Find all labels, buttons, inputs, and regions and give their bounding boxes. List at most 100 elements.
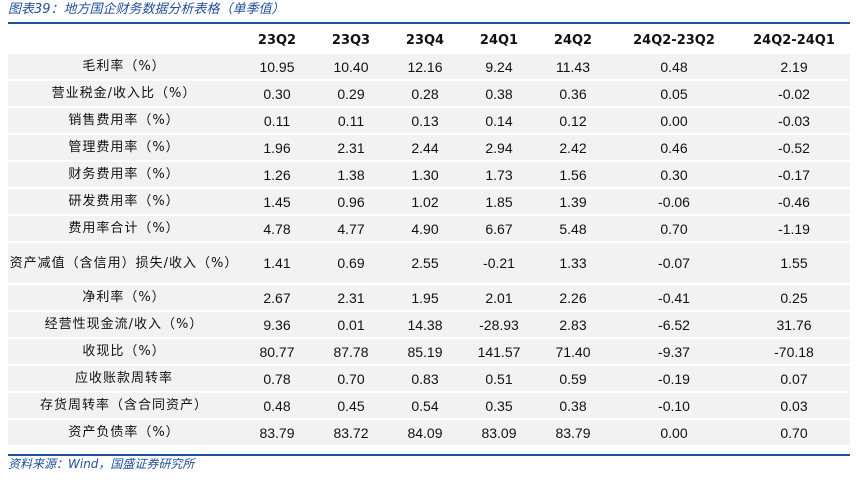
table-row: 费用率合计（%） 4.78 4.77 4.90 6.67 5.48 0.70 -1.19	[8, 216, 850, 241]
value-cell: 0.00	[610, 108, 738, 133]
value-cell: 2.31	[314, 135, 388, 160]
value-cell: 2.55	[388, 243, 462, 283]
header-cell: 23Q4	[388, 28, 462, 52]
value-cell: 80.77	[240, 339, 314, 364]
value-cell: 0.70	[314, 366, 388, 391]
value-cell: 0.03	[738, 393, 850, 418]
value-cell: 0.30	[610, 162, 738, 187]
value-cell: 31.76	[738, 312, 850, 337]
value-cell: -0.10	[610, 393, 738, 418]
value-cell: -70.18	[738, 339, 850, 364]
value-cell: 0.35	[462, 393, 536, 418]
value-cell: 0.11	[240, 108, 314, 133]
value-cell: 2.42	[536, 135, 610, 160]
value-cell: 0.78	[240, 366, 314, 391]
table-row: 销售费用率（%） 0.11 0.11 0.13 0.14 0.12 0.00 -0.03	[8, 108, 850, 133]
value-cell: 0.38	[462, 81, 536, 106]
header-cell: 23Q3	[314, 28, 388, 52]
value-cell: 0.51	[462, 366, 536, 391]
value-cell: 84.09	[388, 420, 462, 445]
value-cell: 2.94	[462, 135, 536, 160]
value-cell: 2.83	[536, 312, 610, 337]
value-cell: 11.43	[536, 54, 610, 79]
value-cell: 83.09	[462, 420, 536, 445]
value-cell: 0.46	[610, 135, 738, 160]
value-cell: 0.69	[314, 243, 388, 283]
value-cell: 0.54	[388, 393, 462, 418]
row-label: 销售费用率（%）	[8, 108, 240, 133]
value-cell: 9.24	[462, 54, 536, 79]
bottom-rule	[8, 454, 850, 456]
value-cell: 141.57	[462, 339, 536, 364]
value-cell: 4.77	[314, 216, 388, 241]
row-label: 费用率合计（%）	[8, 216, 240, 241]
row-label: 财务费用率（%）	[8, 162, 240, 187]
table-row: 收现比（%） 80.77 87.78 85.19 141.57 71.40 -9.37 -70…	[8, 339, 850, 364]
table-body: 毛利率（%） 10.95 10.40 12.16 9.24 11.43 0.48 2.19 营业…	[8, 54, 850, 445]
table-row: 净利率（%） 2.67 2.31 1.95 2.01 2.26 -0.41 0.25	[8, 285, 850, 310]
table-row: 研发费用率（%） 1.45 0.96 1.02 1.85 1.39 -0.06 -0.46	[8, 189, 850, 214]
table-row: 管理费用率（%） 1.96 2.31 2.44 2.94 2.42 0.46 -0.52	[8, 135, 850, 160]
value-cell: -0.03	[738, 108, 850, 133]
value-cell: 0.29	[314, 81, 388, 106]
value-cell: 1.02	[388, 189, 462, 214]
value-cell: 10.95	[240, 54, 314, 79]
value-cell: 1.85	[462, 189, 536, 214]
value-cell: 1.38	[314, 162, 388, 187]
value-cell: 1.39	[536, 189, 610, 214]
row-label: 毛利率（%）	[8, 54, 240, 79]
value-cell: -1.19	[738, 216, 850, 241]
value-cell: -28.93	[462, 312, 536, 337]
value-cell: 0.70	[610, 216, 738, 241]
value-cell: -0.19	[610, 366, 738, 391]
value-cell: 0.25	[738, 285, 850, 310]
value-cell: 2.31	[314, 285, 388, 310]
value-cell: 0.13	[388, 108, 462, 133]
value-cell: 1.41	[240, 243, 314, 283]
value-cell: -9.37	[610, 339, 738, 364]
row-label: 净利率（%）	[8, 285, 240, 310]
table-caption: 图表39：地方国企财务数据分析表格（单季值）	[8, 2, 285, 17]
header-cell: 24Q2-23Q2	[610, 28, 738, 52]
value-cell: 1.95	[388, 285, 462, 310]
table-row: 毛利率（%） 10.95 10.40 12.16 9.24 11.43 0.48 2.19	[8, 54, 850, 79]
value-cell: -0.07	[610, 243, 738, 283]
value-cell: 1.55	[738, 243, 850, 283]
row-label: 资产减值（含信用）损失/收入（%）	[8, 243, 240, 283]
value-cell: 1.73	[462, 162, 536, 187]
row-label: 研发费用率（%）	[8, 189, 240, 214]
value-cell: 0.28	[388, 81, 462, 106]
header-row: 23Q2 23Q3 23Q4 24Q1 24Q2 24Q2-23Q2 24Q2-…	[8, 28, 850, 52]
value-cell: 1.33	[536, 243, 610, 283]
value-cell: 0.70	[738, 420, 850, 445]
row-label: 管理费用率（%）	[8, 135, 240, 160]
value-cell: -6.52	[610, 312, 738, 337]
value-cell: 2.44	[388, 135, 462, 160]
value-cell: 0.01	[314, 312, 388, 337]
financial-table: 23Q2 23Q3 23Q4 24Q1 24Q2 24Q2-23Q2 24Q2-…	[8, 26, 850, 447]
value-cell: 14.38	[388, 312, 462, 337]
header-cell: 24Q1	[462, 28, 536, 52]
value-cell: 9.36	[240, 312, 314, 337]
value-cell: 4.90	[388, 216, 462, 241]
value-cell: 0.48	[240, 393, 314, 418]
value-cell: 85.19	[388, 339, 462, 364]
value-cell: 2.01	[462, 285, 536, 310]
value-cell: 0.38	[536, 393, 610, 418]
table-row: 存货周转率（含合同资产） 0.48 0.45 0.54 0.35 0.38 -0.10 0.0…	[8, 393, 850, 418]
top-rule	[8, 22, 850, 24]
table-row: 财务费用率（%） 1.26 1.38 1.30 1.73 1.56 0.30 -0.17	[8, 162, 850, 187]
value-cell: 0.30	[240, 81, 314, 106]
value-cell: 83.79	[240, 420, 314, 445]
value-cell: 0.14	[462, 108, 536, 133]
value-cell: 0.83	[388, 366, 462, 391]
value-cell: 4.78	[240, 216, 314, 241]
value-cell: 0.07	[738, 366, 850, 391]
value-cell: 1.30	[388, 162, 462, 187]
value-cell: 2.26	[536, 285, 610, 310]
value-cell: 1.26	[240, 162, 314, 187]
row-label: 资产负债率（%）	[8, 420, 240, 445]
header-cell: 24Q2-24Q1	[738, 28, 850, 52]
row-label: 营业税金/收入比（%）	[8, 81, 240, 106]
value-cell: 2.19	[738, 54, 850, 79]
